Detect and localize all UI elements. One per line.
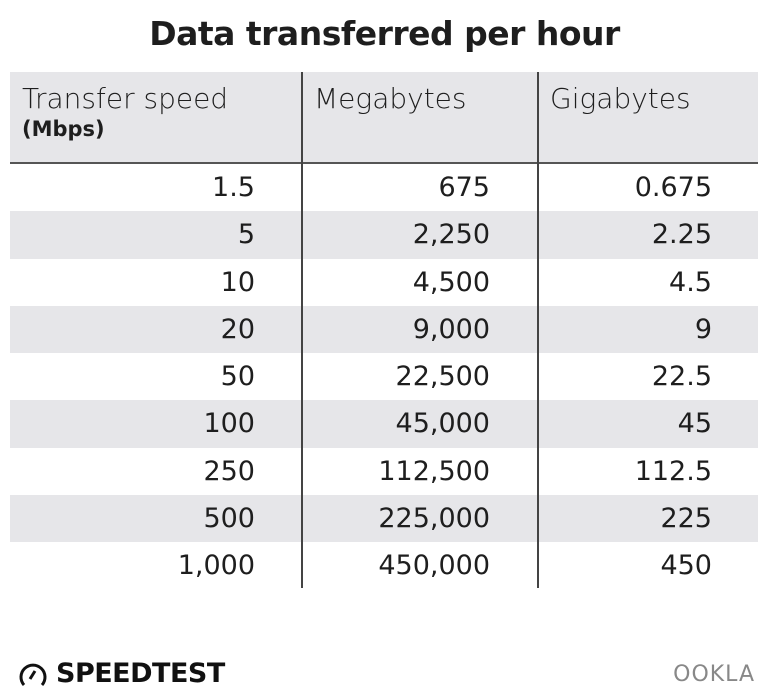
table-cell: 4,500	[412, 266, 490, 298]
table-cell: 9	[694, 313, 712, 345]
table-row: 50 22,500 22.5	[10, 353, 758, 400]
table-header: Transfer speed (Mbps) Megabytes Gigabytes	[10, 72, 758, 164]
table-cell: 0.675	[634, 172, 712, 203]
table-cell: 112.5	[634, 455, 712, 487]
brand-name: SPEEDTEST	[56, 658, 225, 689]
table-body: 1.5 675 0.675 5 2,250 2.25 10 4,500 4.5 20 9,000 9 5…	[10, 164, 758, 590]
table-cell: 20	[220, 313, 255, 345]
column-divider	[301, 72, 303, 588]
table-row: 1,000 450,000 450	[10, 542, 758, 589]
table-cell: 250	[203, 455, 255, 487]
table-cell: 1,000	[177, 550, 255, 582]
table-cell: 4.5	[669, 266, 712, 298]
table-cell: 112,500	[378, 455, 490, 487]
table-row: 250 112,500 112.5	[10, 448, 758, 495]
table-cell: 675	[438, 172, 490, 203]
speedometer-icon	[19, 663, 47, 686]
table-cell: 1.5	[212, 172, 255, 203]
table-row: 10 4,500 4.5	[10, 259, 758, 306]
column-divider	[537, 72, 539, 588]
table-row: 5 2,250 2.25	[10, 211, 758, 259]
header-label: Transfer speed	[22, 82, 229, 115]
header-megabytes: Megabytes	[314, 82, 467, 115]
table-cell: 50	[220, 361, 255, 393]
data-table: Transfer speed (Mbps) Megabytes Gigabytes…	[10, 72, 758, 590]
table-cell: 225	[660, 503, 712, 535]
speedtest-logo: SPEEDTEST	[18, 658, 225, 689]
table-cell: 10	[220, 266, 255, 298]
table-cell: 100	[203, 408, 255, 440]
table-cell: 22.5	[651, 361, 712, 393]
table-cell: 5	[237, 219, 255, 251]
header-transfer-speed: Transfer speed (Mbps)	[22, 82, 228, 141]
table-cell: 22,500	[395, 361, 490, 393]
table-cell: 450,000	[378, 550, 490, 582]
header-unit: (Mbps)	[22, 117, 105, 141]
table-cell: 2.25	[651, 219, 712, 251]
header-gigabytes: Gigabytes	[550, 82, 691, 115]
table-cell: 2,250	[412, 219, 490, 251]
table-title: Data transferred per hour	[149, 14, 620, 53]
table-cell: 45,000	[395, 408, 490, 440]
table-cell: 45	[677, 408, 712, 440]
table-cell: 500	[203, 503, 255, 535]
table-cell: 9,000	[412, 313, 490, 345]
table-row: 20 9,000 9	[10, 305, 758, 354]
table-row: 100 45,000 45	[10, 400, 758, 448]
table-cell: 225,000	[378, 503, 490, 535]
table-row: 1.5 675 0.675	[10, 164, 758, 211]
table-row: 500 225,000 225	[10, 495, 758, 543]
table-cell: 450	[660, 550, 712, 582]
ookla-logo: OOKLA	[673, 662, 755, 687]
